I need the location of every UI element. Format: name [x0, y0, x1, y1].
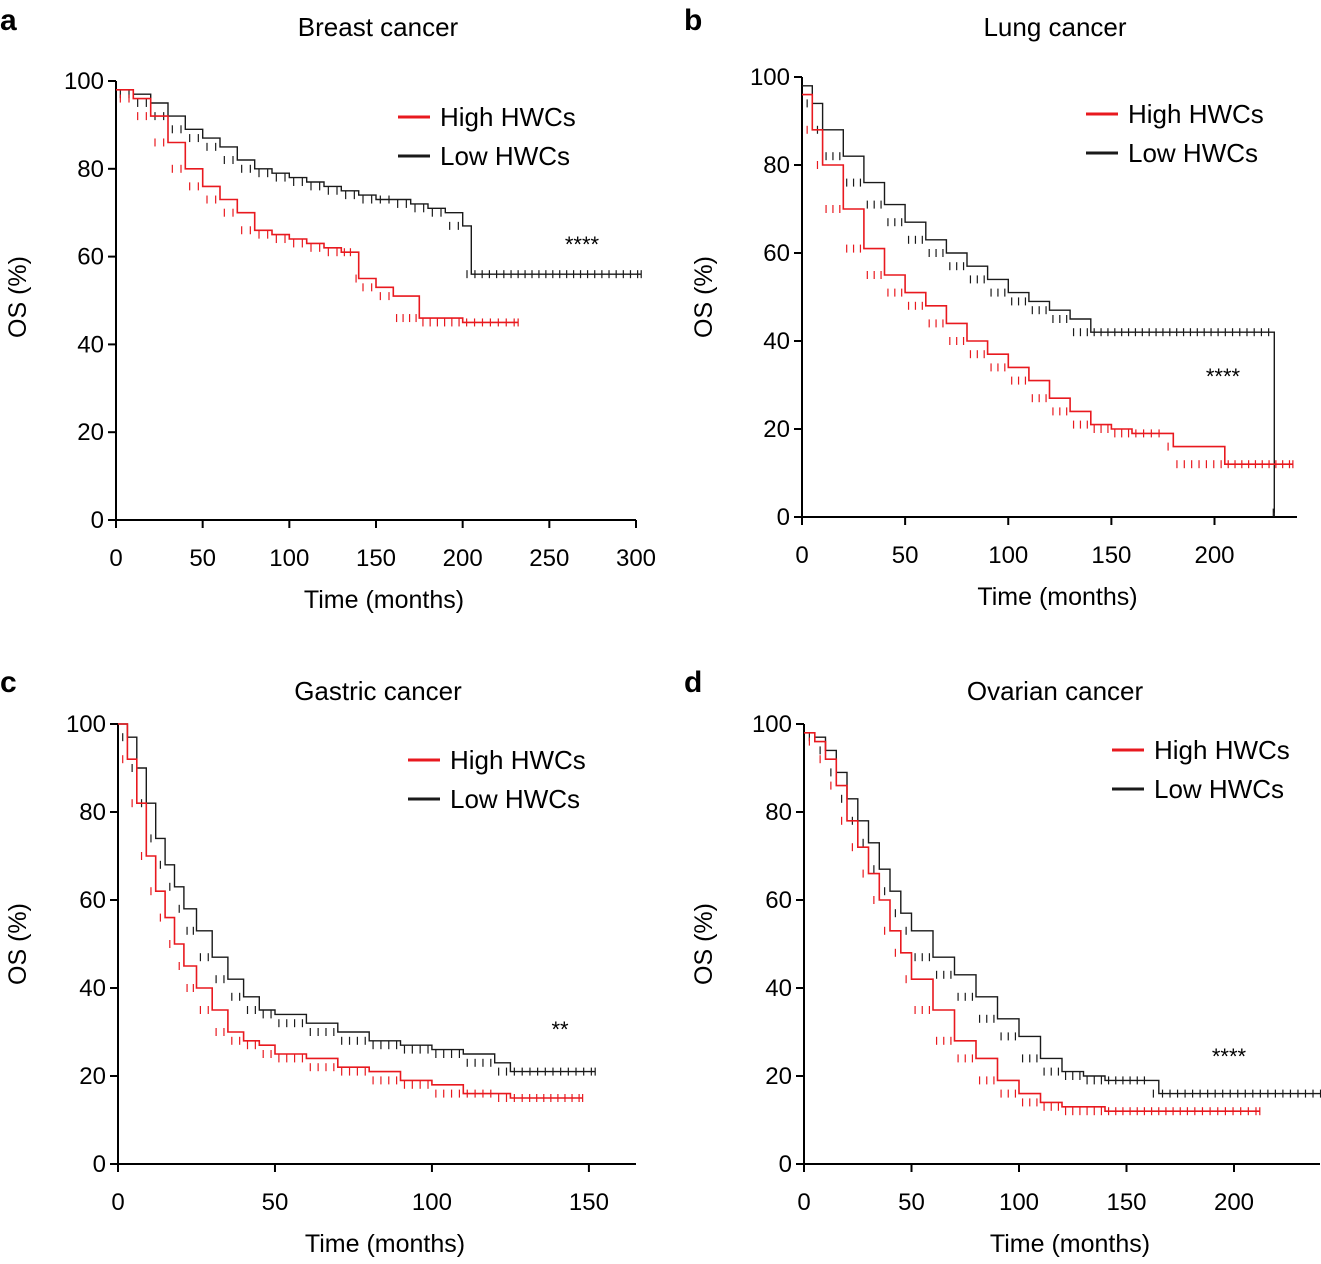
low-hwcs-curve: [116, 89, 642, 275]
high-hwcs-curve: [118, 723, 583, 1099]
x-tick-label: 100: [999, 1189, 1039, 1216]
legend-label-low: Low HWCs: [1154, 774, 1284, 804]
legend: High HWCs Low HWCs: [1112, 735, 1290, 804]
x-tick-label: 200: [1194, 542, 1234, 569]
x-tick-label: 250: [529, 545, 569, 572]
y-axis-label: OS (%): [4, 903, 32, 985]
significance-marker: **: [551, 1017, 569, 1042]
x-tick-label: 200: [1214, 1189, 1254, 1216]
x-tick-label: 0: [797, 1189, 810, 1216]
high-hwcs-censor-marks: [806, 125, 1294, 469]
low-hwcs-curve: [802, 85, 1275, 513]
chart-title: Gastric cancer: [294, 676, 462, 706]
y-tick-label: 0: [777, 504, 790, 531]
y-tick-label: 60: [77, 244, 104, 271]
y-axis-label: OS (%): [690, 256, 718, 338]
y-tick-label: 20: [77, 419, 104, 446]
legend: High HWCs Low HWCs: [408, 745, 586, 814]
high-hwcs-curve: [804, 732, 1260, 1112]
panel-b: b Lung cancer 0 20 40 60 80 100 0 50 100 150 200 Time…: [684, 4, 1297, 611]
panel-letter: c: [0, 666, 17, 699]
legend-label-high: High HWCs: [440, 102, 576, 132]
y-tick-label: 20: [79, 1063, 106, 1090]
chart-title: Ovarian cancer: [967, 676, 1144, 706]
high-hwcs-censor-marks: [119, 94, 519, 327]
y-tick-label: 80: [763, 152, 790, 179]
legend-label-low: Low HWCs: [450, 784, 580, 814]
x-tick-label: 50: [892, 542, 919, 569]
x-tick-label: 100: [988, 542, 1028, 569]
high-hwcs-curve: [802, 93, 1293, 465]
high-hwcs-curve: [116, 89, 519, 324]
legend-label-high: High HWCs: [1128, 99, 1264, 129]
legend-label-low: Low HWCs: [440, 141, 570, 171]
low-hwcs-censor-marks: [119, 90, 642, 279]
low-hwcs-curve: [118, 723, 596, 1073]
high-hwcs-censor-marks: [122, 755, 584, 1102]
legend-label-high: High HWCs: [450, 745, 586, 775]
x-tick-label: 150: [356, 545, 396, 572]
x-tick-label: 100: [412, 1189, 452, 1216]
y-tick-label: 60: [763, 240, 790, 267]
panel-letter: a: [0, 4, 17, 37]
y-tick-label: 40: [763, 328, 790, 355]
y-tick-label: 100: [66, 711, 106, 738]
panel-letter: d: [684, 666, 702, 699]
x-tick-label: 0: [111, 1189, 124, 1216]
y-tick-label: 20: [765, 1063, 792, 1090]
legend-label-low: Low HWCs: [1128, 138, 1258, 168]
chart-title: Breast cancer: [298, 12, 459, 42]
x-tick-label: 150: [569, 1189, 609, 1216]
low-hwcs-censor-marks: [806, 99, 1275, 517]
x-tick-label: 0: [109, 545, 122, 572]
x-tick-label: 50: [898, 1189, 925, 1216]
low-hwcs-curve: [804, 732, 1321, 1095]
y-tick-label: 80: [77, 156, 104, 183]
x-axis-label: Time (months): [304, 586, 464, 614]
significance-marker: ****: [565, 232, 600, 257]
panel-c: c Gastric cancer 0 20 40 60 80 100 0 50 100 150 Time…: [0, 666, 636, 1258]
y-tick-label: 0: [93, 1151, 106, 1178]
x-tick-label: 100: [269, 545, 309, 572]
legend: High HWCs Low HWCs: [398, 102, 576, 171]
low-hwcs-censor-marks: [122, 733, 596, 1076]
y-tick-label: 60: [79, 887, 106, 914]
y-tick-label: 80: [765, 799, 792, 826]
y-tick-label: 60: [765, 887, 792, 914]
chart-title: Lung cancer: [983, 12, 1126, 42]
x-tick-label: 50: [189, 545, 216, 572]
panel-d: d Ovarian cancer 0 20 40 60 80 100 0 50 100 150 200 T…: [684, 666, 1321, 1258]
y-axis-label: OS (%): [4, 256, 32, 338]
y-tick-label: 20: [763, 416, 790, 443]
x-tick-label: 150: [1091, 542, 1131, 569]
x-axis-label: Time (months): [305, 1230, 465, 1258]
y-tick-label: 100: [64, 68, 104, 95]
x-axis-label: Time (months): [990, 1230, 1150, 1258]
y-tick-label: 80: [79, 799, 106, 826]
legend: High HWCs Low HWCs: [1086, 99, 1264, 168]
panel-letter: b: [684, 4, 702, 37]
y-axis-label: OS (%): [690, 903, 718, 985]
x-tick-label: 200: [443, 545, 483, 572]
x-axis-label: Time (months): [977, 583, 1137, 611]
x-tick-label: 0: [795, 542, 808, 569]
high-hwcs-censor-marks: [808, 737, 1261, 1116]
significance-marker: ****: [1212, 1044, 1247, 1069]
y-tick-label: 100: [750, 64, 790, 91]
y-tick-label: 40: [77, 331, 104, 358]
significance-marker: ****: [1206, 364, 1241, 389]
x-tick-label: 300: [616, 545, 656, 572]
panel-a: a Breast cancer 0 20 40 60 80 100 0 50 100 150 200 25…: [0, 4, 656, 614]
x-tick-label: 50: [262, 1189, 289, 1216]
y-tick-label: 0: [779, 1151, 792, 1178]
legend-label-high: High HWCs: [1154, 735, 1290, 765]
y-tick-label: 40: [79, 975, 106, 1002]
y-tick-label: 40: [765, 975, 792, 1002]
y-tick-label: 0: [91, 507, 104, 534]
y-tick-label: 100: [752, 711, 792, 738]
x-tick-label: 150: [1106, 1189, 1146, 1216]
